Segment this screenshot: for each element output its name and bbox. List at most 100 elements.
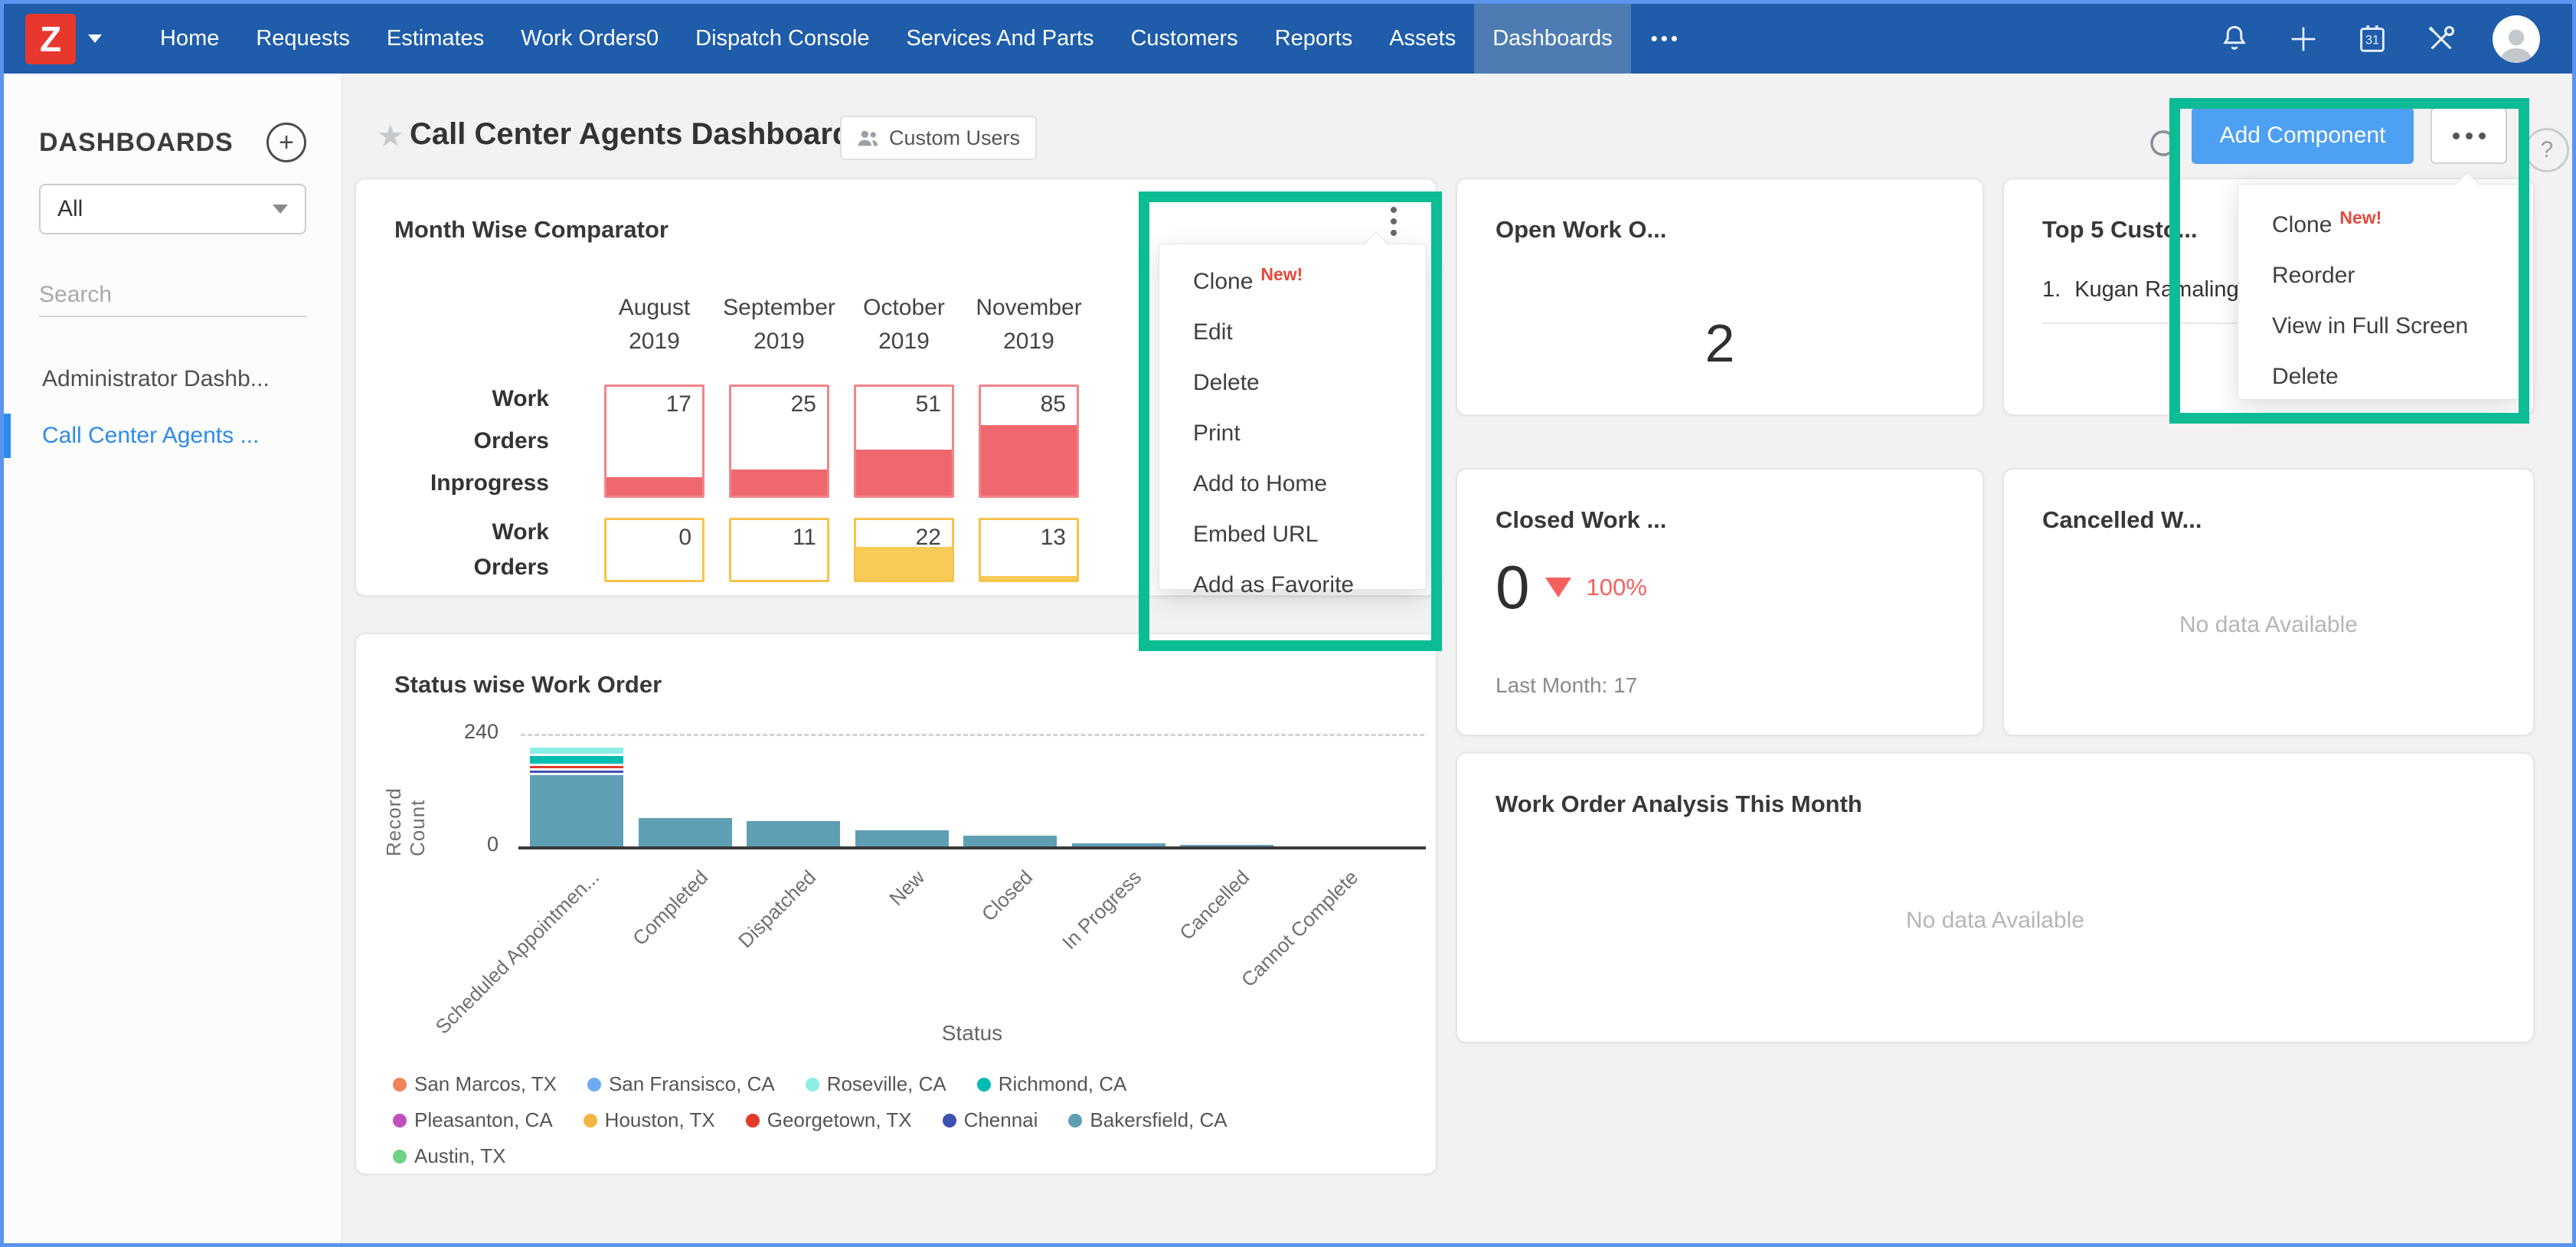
y-tick-240: 240 (430, 720, 499, 744)
work-order-analysis-card: Work Order Analysis This Month No data A… (1456, 752, 2535, 1043)
nav-item-services-and-parts[interactable]: Services And Parts (888, 4, 1112, 74)
comparator-cell: 51 (854, 385, 954, 498)
help-icon[interactable]: ? (2525, 128, 2569, 172)
tools-icon[interactable] (2424, 21, 2459, 57)
new-badge: New! (2339, 208, 2381, 227)
add-plus-icon[interactable] (2286, 21, 2321, 57)
comparator-cell-fill (856, 547, 952, 580)
legend-label: Richmond, CA (999, 1072, 1127, 1096)
calendar-icon[interactable]: 31 (2355, 21, 2390, 57)
svg-text:31: 31 (2365, 33, 2379, 47)
comparator-column-header: October2019 (854, 279, 954, 365)
nav-item-dispatch-console[interactable]: Dispatch Console (677, 4, 888, 74)
comparator-cell: 0 (604, 518, 704, 582)
card-menu-item-delete[interactable]: Delete (1159, 358, 1426, 408)
nav-item-requests[interactable]: Requests (237, 4, 368, 74)
sidebar-item-call-center-agents[interactable]: Call Center Agents ... (4, 407, 342, 464)
comparator-column-header: November2019 (979, 279, 1079, 365)
legend-item: Richmond, CA (977, 1072, 1127, 1096)
toolbar-menu-item-view-in-full-screen[interactable]: View in Full Screen (2238, 301, 2520, 352)
comparator-row-label: WorkOrdersInprogress (394, 385, 580, 498)
card-menu-item-embed-url[interactable]: Embed URL (1159, 509, 1426, 560)
card-menu-item-add-to-home[interactable]: Add to Home (1159, 459, 1426, 509)
comparator-cell-fill (856, 450, 952, 496)
comparator-cell-fill (981, 425, 1077, 496)
sidebar: DASHBOARDS + All Administrator Dashb...C… (4, 74, 342, 1243)
legend-dot (584, 1114, 597, 1128)
nav-menu: HomeRequestsEstimatesWork Orders0Dispatc… (142, 4, 1631, 74)
toolbar-menu-item-clone[interactable]: CloneNew! (2238, 195, 2520, 250)
toolbar-menu-item-reorder[interactable]: Reorder (2238, 250, 2520, 301)
dashboard-list: Administrator Dashb...Call Center Agents… (4, 351, 342, 464)
comparator-cell-value: 13 (1041, 525, 1066, 551)
app-switcher-caret-icon[interactable] (88, 34, 102, 43)
comparator-cell: 13 (979, 518, 1079, 582)
top-customers-rank: 1. (2042, 277, 2061, 303)
nav-item-estimates[interactable]: Estimates (368, 4, 502, 74)
card-menu-item-clone[interactable]: CloneNew! (1159, 252, 1426, 307)
legend-dot (393, 1114, 407, 1128)
x-category-label: Closed (977, 866, 1038, 926)
page-title: Call Center Agents Dashboard (410, 117, 851, 152)
legend-dot (746, 1114, 760, 1128)
legend-label: San Marcos, TX (414, 1072, 557, 1096)
comparator-cell-value: 25 (791, 391, 816, 417)
sidebar-header: DASHBOARDS + (39, 123, 306, 162)
legend-item: Roseville, CA (806, 1072, 946, 1096)
analysis-empty-text: No data Available (1457, 800, 2533, 1042)
comparator-cell-value: 85 (1041, 391, 1066, 417)
chart-legend: San Marcos, TXSan Fransisco, CARoseville… (393, 1072, 1296, 1168)
comparator-column-header: August2019 (604, 279, 704, 365)
x-category-label: In Progress (1057, 866, 1146, 954)
zoho-logo[interactable]: Z (25, 14, 76, 64)
add-component-button[interactable]: Add Component (2192, 107, 2414, 164)
sidebar-item-administrator-dashb[interactable]: Administrator Dashb... (4, 351, 342, 407)
card-menu-item-edit[interactable]: Edit (1159, 307, 1426, 358)
user-avatar[interactable] (2493, 15, 2540, 63)
legend-dot (977, 1078, 991, 1092)
closed-work-orders-title: Closed Work ... (1496, 506, 1666, 534)
nav-more-button[interactable]: ••• (1631, 4, 1701, 74)
bar-chart-plot: Record Count 240 0 Status San Marcos, TX… (356, 634, 1436, 1173)
notifications-bell-icon[interactable] (2217, 21, 2252, 57)
refresh-icon[interactable] (2145, 125, 2182, 165)
custom-users-badge[interactable]: Custom Users (840, 116, 1037, 160)
nav-item-home[interactable]: Home (142, 4, 237, 74)
cancelled-work-orders-card: Cancelled W... No data Available (2002, 468, 2535, 736)
legend-dot (806, 1078, 819, 1092)
bar-segment-georgetown-tx (530, 766, 623, 768)
nav-item-work-orders0[interactable]: Work Orders0 (502, 4, 677, 74)
comparator-cell: 17 (604, 385, 704, 498)
legend-item: Austin, TX (393, 1144, 505, 1168)
open-work-orders-title: Open Work O... (1496, 216, 1666, 244)
legend-label: Roseville, CA (827, 1072, 946, 1096)
favorite-star-icon[interactable]: ★ (377, 119, 404, 154)
legend-dot (393, 1150, 407, 1164)
sidebar-title: DASHBOARDS (39, 128, 234, 158)
nav-item-dashboards[interactable]: Dashboards (1474, 4, 1630, 74)
toolbar-menu-item-delete[interactable]: Delete (2238, 352, 2520, 402)
legend-item: Chennai (943, 1108, 1038, 1132)
legend-dot (393, 1078, 407, 1092)
nav-item-reports[interactable]: Reports (1257, 4, 1371, 74)
nav-item-assets[interactable]: Assets (1371, 4, 1474, 74)
closed-work-orders-delta: 100% (1587, 574, 1647, 601)
dashboard-more-button[interactable] (2431, 107, 2507, 164)
bar-segment-bakersfield-ca (747, 821, 840, 846)
x-category-label: Dispatched (734, 866, 821, 953)
bar-segment-bakersfield-ca (855, 830, 949, 846)
card-menu-item-add-as-favorite[interactable]: Add as Favorite (1159, 560, 1426, 610)
card-menu-item-print[interactable]: Print (1159, 408, 1426, 459)
add-dashboard-button[interactable]: + (266, 123, 306, 162)
gridline-240 (521, 734, 1424, 736)
card-kebab-menu-icon[interactable] (1378, 201, 1409, 241)
x-category-label: Cancelled (1175, 866, 1254, 945)
dot-icon (2453, 133, 2460, 139)
comparator-column-header: September2019 (729, 279, 829, 365)
dashboard-search-input[interactable] (39, 274, 307, 317)
nav-item-customers[interactable]: Customers (1112, 4, 1256, 74)
comparator-cell-fill (731, 470, 827, 496)
y-axis-label: Record Count (382, 726, 430, 856)
comparator-corner (394, 279, 580, 365)
dashboard-filter-select[interactable]: All (39, 184, 306, 234)
